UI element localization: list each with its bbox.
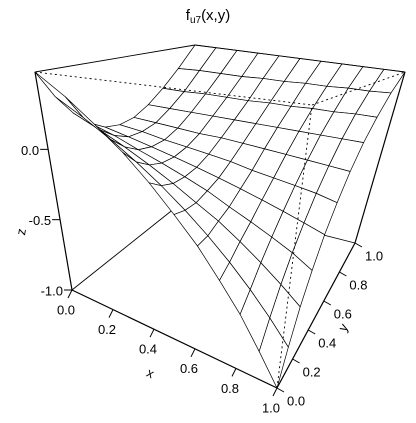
y-tick [307,329,316,335]
y-tick [339,271,347,277]
y-tick-label: 0.0 [287,393,305,408]
y-tick-label: 0.2 [303,364,321,379]
x-tick [149,328,155,338]
title-subscript: u7 [190,15,202,26]
y-tick-label: 1.0 [365,248,383,263]
x-tick-label: 0.4 [139,342,157,357]
box-edge [34,44,196,73]
x-tick-label: 1.0 [262,400,280,415]
title-tail: (x,y) [201,7,230,24]
title-main: f [186,7,191,24]
surface-facet [258,317,289,389]
x-tick [231,368,237,377]
y-tick [276,387,285,393]
y-tick-label: 0.4 [318,335,336,350]
y-axis-label: y [335,320,351,334]
y-axis-line [276,242,356,389]
y-tick [354,242,363,248]
x-tick [108,309,114,318]
box-edge [354,71,406,244]
x-tick [272,387,278,397]
x-tick-label: 0.8 [221,381,239,396]
z-tick-label: -1.0 [41,283,63,298]
x-tick-label: 0.2 [98,322,116,337]
x-axis-label: x [144,365,157,382]
y-tick [292,358,300,364]
x-tick-label: 0.0 [57,302,75,317]
z-tick-label: -0.5 [29,213,51,228]
x-tick [67,289,73,299]
x-tick [190,348,196,358]
y-tick-label: 0.8 [349,277,367,292]
surface-facet [34,71,84,118]
y-tick-label: 0.6 [334,306,352,321]
z-tick-label: 0.0 [21,143,39,158]
y-tick [323,300,332,306]
box-edge [34,71,313,106]
box-edge [311,71,406,106]
surface [34,44,406,389]
box-edge [194,44,406,73]
z-axis-label: z [13,227,29,236]
box-edge [71,199,186,291]
z-axis-line [34,71,73,291]
x-tick-label: 0.6 [180,361,198,376]
x-axis-line [71,289,278,389]
chart-title: fu7(x,y) [186,7,230,26]
